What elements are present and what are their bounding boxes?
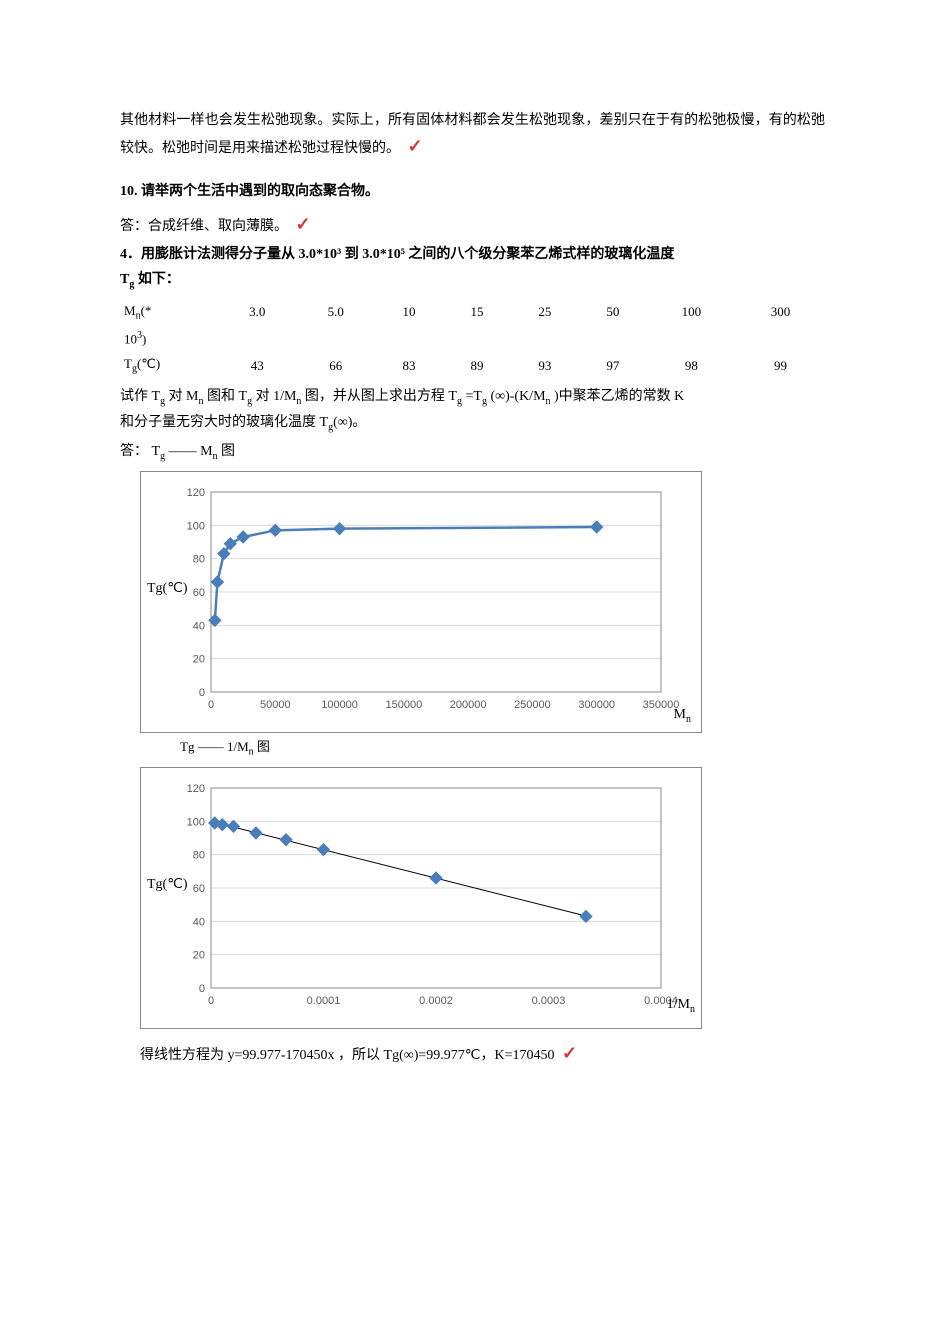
conclusion-line: 得线性方程为 y=99.977-170450x ，所以 Tg(∞)=99.977… — [140, 1039, 825, 1068]
svg-text:20: 20 — [193, 654, 205, 666]
tg-cell: 98 — [647, 352, 736, 380]
q4-answer-line: 答： Tg —— Mn 图 — [120, 441, 825, 465]
check-icon: ✓ — [558, 1043, 577, 1063]
mn-cell: 15 — [443, 299, 511, 327]
svg-text:60: 60 — [193, 587, 205, 599]
chart-tg-vs-mn: 0 20 40 60 80 100 120 0 50000 100000 150000 200000 2… — [140, 471, 702, 733]
tg-cell: 93 — [511, 352, 579, 380]
tg-unit: (℃) — [137, 356, 160, 371]
mn-cell: 3.0 — [218, 299, 297, 327]
chart2-y-axis-title: Tg(℃) — [147, 874, 188, 896]
table-row: 103) — [120, 326, 825, 352]
row-mn-label: Mn(* — [120, 299, 218, 327]
svg-text:100000: 100000 — [321, 699, 358, 711]
q4-title-line1: 4．用膨胀计法测得分子量从 3.0*10³ 到 3.0*10⁵ 之间的八个级分聚… — [120, 244, 825, 266]
svg-text:100: 100 — [187, 816, 205, 828]
q4-task-line1: 试作 Tg 对 Mn 图和 Tg 对 1/Mn 图，并从图上求出方程 Tg =T… — [120, 386, 825, 410]
page: 其他材料一样也会发生松弛现象。实际上，所有固体材料都会发生松弛现象，差别只在于有… — [0, 0, 945, 1337]
spacer — [120, 167, 825, 181]
chart1-x-axis-title: Mn — [674, 704, 691, 728]
q10-answer: 答：合成纤维、取向薄膜。 — [120, 219, 288, 234]
svg-text:0.0003: 0.0003 — [532, 995, 566, 1007]
q4-tg-t: T — [120, 272, 129, 287]
svg-text:60: 60 — [193, 883, 205, 895]
tg-cell: 43 — [218, 352, 297, 380]
check-icon: ✓ — [292, 214, 311, 234]
svg-text:150000: 150000 — [385, 699, 422, 711]
q4-title-rest: 如下： — [138, 272, 180, 287]
intro-text: 其他材料一样也会发生松弛现象。实际上，所有固体材料都会发生松弛现象，差别只在于有… — [120, 113, 825, 156]
chart2-svg: 02040608010012000.00010.00020.00030.0004 — [141, 768, 701, 1028]
svg-text:0: 0 — [199, 983, 205, 995]
row-tg-label: Tg(℃) — [120, 352, 218, 380]
mn-cell: 300 — [736, 299, 825, 327]
mn-cell: 100 — [647, 299, 736, 327]
svg-text:250000: 250000 — [514, 699, 551, 711]
tg-cell: 66 — [297, 352, 376, 380]
table-row: Mn(* 3.0 5.0 10 15 25 50 100 300 — [120, 299, 825, 327]
svg-text:20: 20 — [193, 950, 205, 962]
svg-text:0.0001: 0.0001 — [307, 995, 341, 1007]
chart-tg-vs-invmn: 02040608010012000.00010.00020.00030.0004… — [140, 767, 702, 1029]
svg-text:0: 0 — [208, 995, 214, 1007]
svg-text:0.0002: 0.0002 — [419, 995, 453, 1007]
tg-cell: 83 — [375, 352, 443, 380]
svg-text:300000: 300000 — [578, 699, 615, 711]
unit-paren: ) — [142, 331, 146, 346]
q10-title: 10. 请举两个生活中遇到的取向态聚合物。 — [120, 181, 825, 203]
svg-text:50000: 50000 — [260, 699, 291, 711]
chart1-svg: 0 20 40 60 80 100 120 0 50000 100000 150000 200000 2… — [141, 472, 701, 732]
svg-text:0: 0 — [208, 699, 214, 711]
q4-title-line2: Tg 如下： — [120, 269, 825, 293]
mn-cell: 50 — [579, 299, 647, 327]
q4-tg-sub: g — [129, 279, 134, 290]
tg-letter: T — [124, 356, 132, 371]
data-table: Mn(* 3.0 5.0 10 15 25 50 100 300 103) Tg… — [120, 299, 825, 380]
chart1-y-axis-title: Tg(℃) — [147, 578, 188, 600]
q4-task-line2: 和分子量无穷大时的玻璃化温度 Tg(∞)。 — [120, 412, 825, 436]
row-mn-unit: 103) — [120, 326, 218, 352]
tg-cell: 89 — [443, 352, 511, 380]
unit-10: 10 — [124, 331, 137, 346]
mn-cell: 25 — [511, 299, 579, 327]
table-row: Tg(℃) 43 66 83 89 93 97 98 99 — [120, 352, 825, 380]
svg-text:120: 120 — [187, 783, 205, 795]
mn-letter: M — [124, 303, 136, 318]
svg-text:80: 80 — [193, 850, 205, 862]
tg-cell: 99 — [736, 352, 825, 380]
svg-text:0: 0 — [199, 687, 205, 699]
intro-paragraph: 其他材料一样也会发生松弛现象。实际上，所有固体材料都会发生松弛现象，差别只在于有… — [120, 110, 825, 161]
svg-text:80: 80 — [193, 554, 205, 566]
svg-text:120: 120 — [187, 487, 205, 499]
check-icon: ✓ — [404, 136, 423, 156]
tg-cell: 97 — [579, 352, 647, 380]
q10-answer-line: 答：合成纤维、取向薄膜。 ✓ — [120, 210, 825, 239]
svg-text:40: 40 — [193, 916, 205, 928]
svg-text:200000: 200000 — [450, 699, 487, 711]
answer-prefix: 答： — [120, 444, 148, 459]
svg-text:40: 40 — [193, 621, 205, 633]
chart2-x-axis-title: 1/Mn — [667, 994, 695, 1018]
mn-cell: 5.0 — [297, 299, 376, 327]
chart2-caption: Tg —— 1/Mn 图 — [180, 737, 825, 761]
conclusion-text: 得线性方程为 y=99.977-170450x ，所以 Tg(∞)=99.977… — [140, 1048, 555, 1063]
svg-text:100: 100 — [187, 521, 205, 533]
mn-cell: 10 — [375, 299, 443, 327]
mn-paren: (* — [141, 303, 152, 318]
